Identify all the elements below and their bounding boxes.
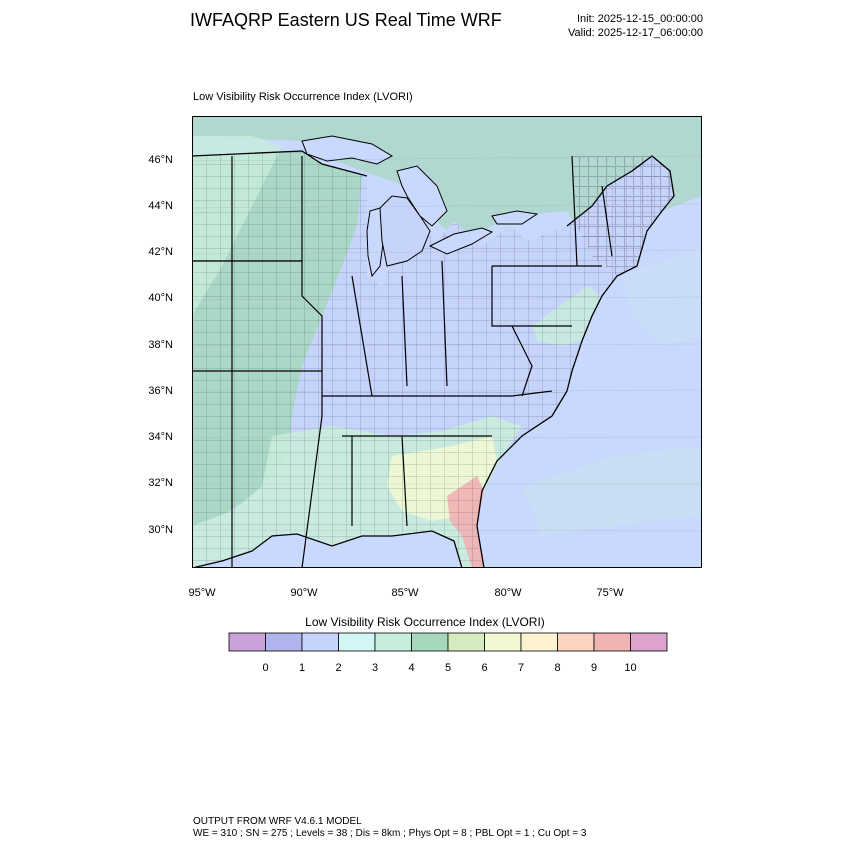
colorbar-label: 7 <box>517 662 525 674</box>
lon-tick-80w: 80°W <box>494 587 522 599</box>
colorbar-swatch <box>338 632 376 652</box>
colorbar-swatch <box>301 632 339 652</box>
county-borders <box>192 151 674 568</box>
colorbar-swatch <box>520 632 558 652</box>
lvori-map <box>191 116 703 569</box>
colorbar-swatch <box>265 632 303 652</box>
lat-lon-grid <box>191 155 703 532</box>
colorbar-label: 10 <box>624 662 637 674</box>
michigan-lower-peninsula <box>379 195 431 267</box>
lon-tick-95w: 95°W <box>188 587 216 599</box>
colorbar-swatches <box>228 632 668 652</box>
atlantic-shading <box>622 246 702 346</box>
model-info-line2: WE = 310 ; SN = 275 ; Levels = 38 ; Dis … <box>193 828 587 839</box>
coastline <box>191 150 675 569</box>
colorbar-swatch <box>374 632 412 652</box>
lat-tick-44n: 44°N <box>148 200 173 212</box>
northeast-county-borders <box>572 156 674 276</box>
colorbar-swatch <box>228 632 266 652</box>
colorbar-swatch <box>557 632 595 652</box>
lake-erie <box>428 227 494 255</box>
lat-tick-32n: 32°N <box>148 477 173 489</box>
colorbar-label: 1 <box>298 662 306 674</box>
lake-superior <box>301 135 394 165</box>
colorbar-swatch <box>630 632 668 652</box>
colorbar-label: 8 <box>554 662 561 674</box>
plot-subtitle: Low Visibility Risk Occurrence Index (LV… <box>193 91 413 103</box>
model-info-line1: OUTPUT FROM WRF V4.6.1 MODEL <box>193 816 362 827</box>
colorbar-label: 5 <box>444 662 452 674</box>
lat-tick-38n: 38°N <box>148 339 173 351</box>
colorbar-label: 0 <box>262 662 269 674</box>
lat-tick-30n: 30°N <box>148 524 173 536</box>
atlantic-green-patches <box>522 446 702 536</box>
colorbar-label: 9 <box>590 662 598 674</box>
lon-tick-90w: 90°W <box>290 587 318 599</box>
colorbar-label: 3 <box>371 662 379 674</box>
lake-ontario <box>491 210 539 225</box>
map-border <box>192 116 702 568</box>
colorbar-swatch <box>484 632 522 652</box>
lat-tick-40n: 40°N <box>148 292 173 304</box>
colorbar-label: 6 <box>481 662 488 674</box>
lat-tick-46n: 46°N <box>148 154 173 166</box>
lat-tick-34n: 34°N <box>148 431 173 443</box>
colorbar-swatch <box>411 632 449 652</box>
init-time: Init: 2025-12-15_00:00:00 <box>577 13 703 25</box>
colorbar-label: 2 <box>335 662 342 674</box>
colorbar <box>228 632 668 657</box>
gulf-coast <box>191 530 463 569</box>
colorbar-title: Low Visibility Risk Occurrence Index (LV… <box>305 615 545 629</box>
valid-time: Valid: 2025-12-17_06:00:00 <box>568 27 703 39</box>
state-borders <box>192 155 613 569</box>
lat-tick-36n: 36°N <box>148 385 173 397</box>
map-panel <box>191 116 703 569</box>
colorbar-swatch <box>447 632 485 652</box>
lon-tick-85w: 85°W <box>391 587 419 599</box>
lake-huron <box>396 165 448 227</box>
colorbar-swatch <box>593 632 631 652</box>
colorbar-label: 4 <box>408 662 415 674</box>
lon-tick-75w: 75°W <box>596 587 624 599</box>
page-title: IWFAQRP Eastern US Real Time WRF <box>190 10 502 30</box>
lat-tick-42n: 42°N <box>148 246 173 258</box>
